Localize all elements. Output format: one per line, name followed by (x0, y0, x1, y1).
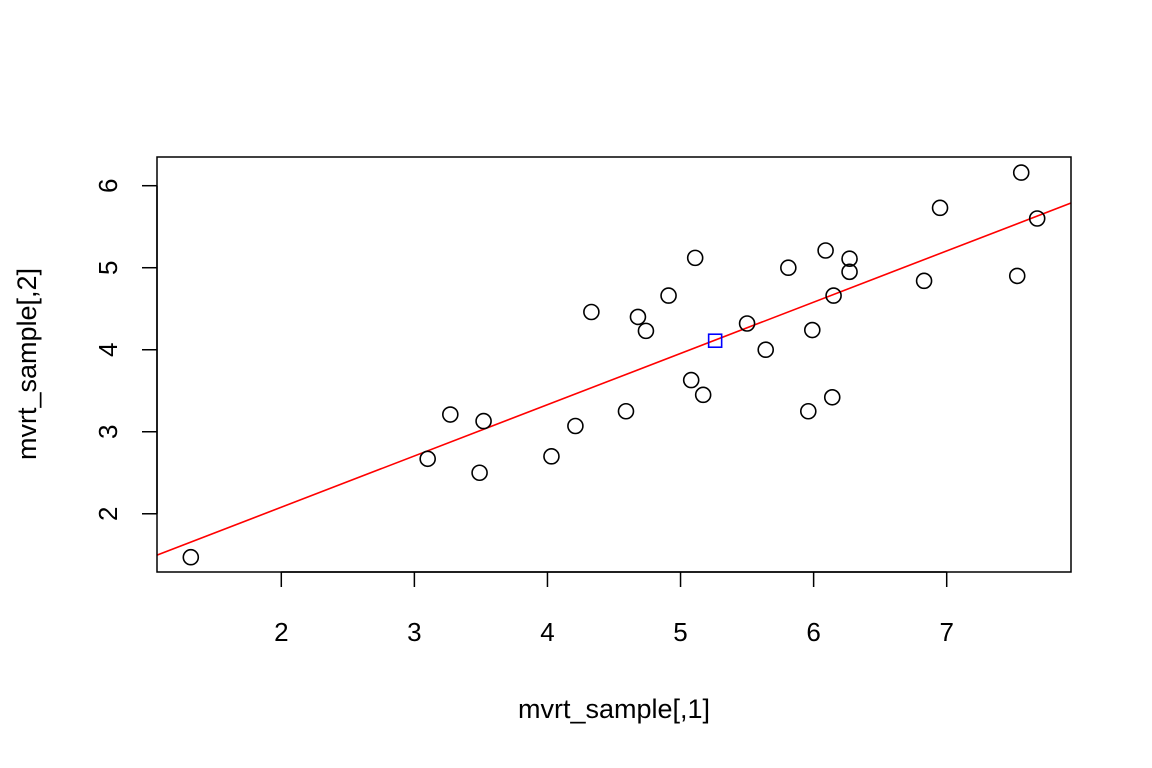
data-point (803, 321, 821, 339)
data-point (419, 450, 436, 468)
data-point (757, 341, 775, 359)
regression-line (157, 202, 1071, 556)
x-tick-label: 2 (274, 617, 288, 647)
x-tick-label: 3 (407, 617, 421, 647)
data-point (567, 417, 584, 435)
data-point (686, 249, 704, 267)
data-point (823, 389, 841, 406)
y-tick-label: 5 (93, 260, 123, 274)
data-point (817, 242, 834, 259)
x-axis: 2 3 4 5 6 7 (274, 571, 954, 647)
data-point (1012, 164, 1030, 181)
regression-layer (157, 202, 1071, 556)
y-tick-label: 3 (93, 425, 123, 439)
x-tick-label: 5 (673, 617, 687, 647)
data-point (637, 322, 655, 340)
data-point (915, 272, 933, 290)
data-point (825, 287, 842, 304)
data-point (1008, 267, 1026, 285)
data-point (442, 406, 459, 423)
x-tick-label: 4 (540, 617, 554, 647)
data-point (617, 402, 635, 420)
points-layer (182, 164, 1046, 566)
data-point (629, 308, 647, 326)
y-tick-label: 6 (93, 178, 123, 192)
plot-frame (156, 156, 1072, 573)
data-point (1028, 210, 1046, 227)
data-point (682, 371, 700, 389)
data-point (738, 315, 756, 332)
data-point (841, 250, 858, 267)
data-point (475, 412, 492, 430)
x-tick-label: 6 (806, 617, 820, 647)
y-tick-label: 2 (93, 507, 123, 521)
data-point (694, 386, 712, 404)
data-point (583, 303, 600, 321)
data-point (471, 464, 488, 482)
data-point (841, 263, 858, 281)
y-tick-label: 4 (93, 343, 123, 357)
mean-point-marker (707, 333, 723, 349)
data-point (799, 402, 817, 420)
data-point (660, 287, 677, 304)
y-axis-title: mvrt_sample[,2] (12, 268, 42, 460)
data-point (780, 259, 797, 277)
x-tick-label: 7 (939, 617, 953, 647)
x-axis-title: mvrt_sample[,1] (518, 694, 710, 724)
y-axis: 2 3 4 5 6 (93, 178, 158, 521)
data-point (931, 199, 949, 217)
data-point (182, 548, 200, 566)
data-point (543, 448, 560, 465)
